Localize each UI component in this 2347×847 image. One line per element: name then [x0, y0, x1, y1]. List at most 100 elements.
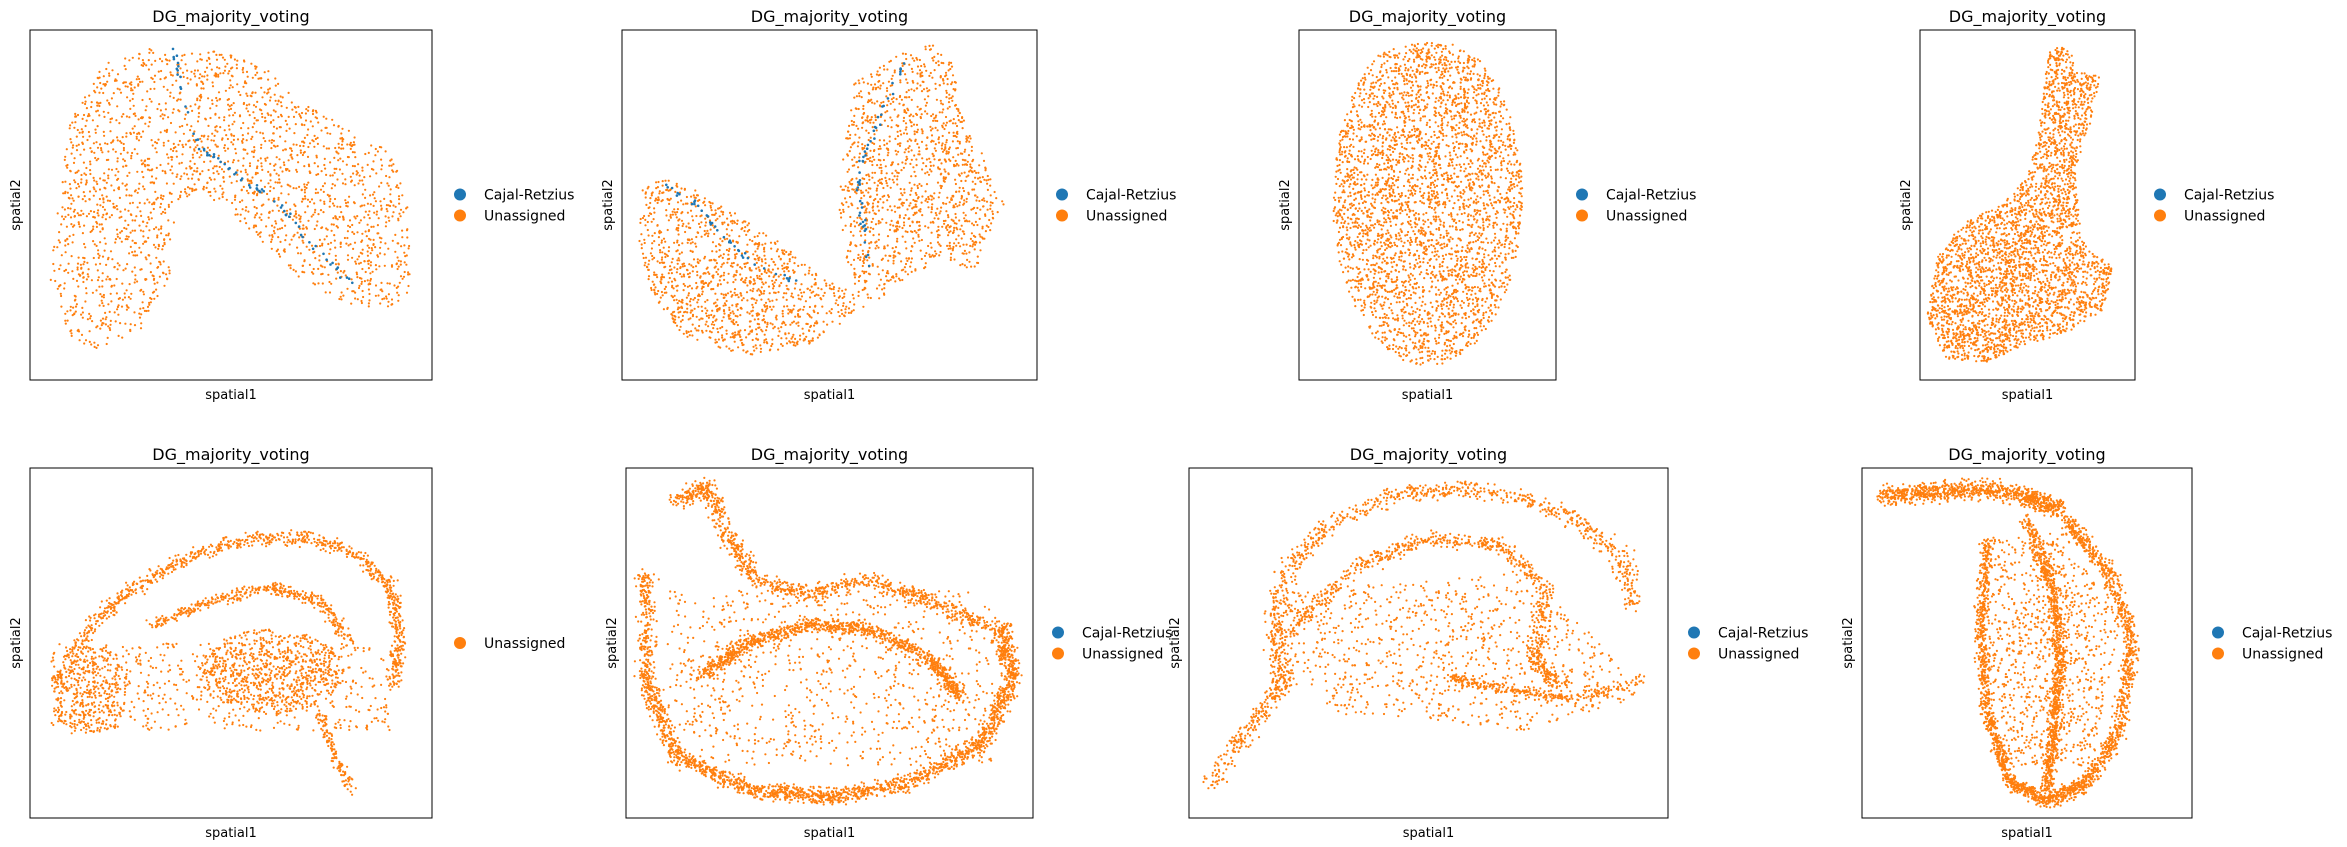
data-point	[353, 216, 355, 218]
data-point	[312, 125, 314, 127]
data-point	[932, 59, 934, 61]
data-point	[291, 101, 293, 103]
data-point	[342, 147, 344, 149]
data-point	[733, 274, 735, 276]
data-point	[61, 215, 63, 217]
data-point	[1510, 178, 1512, 180]
data-point	[648, 206, 650, 208]
data-point	[75, 187, 77, 189]
data-point	[734, 334, 736, 336]
data-point	[337, 272, 339, 274]
data-point	[953, 229, 955, 231]
data-point	[165, 273, 167, 275]
data-point	[756, 333, 758, 335]
data-point	[899, 96, 901, 98]
data-point	[861, 183, 863, 185]
data-point	[207, 52, 209, 54]
data-point	[774, 242, 776, 244]
data-point	[90, 343, 92, 345]
data-point	[673, 311, 675, 313]
data-point	[122, 299, 124, 301]
data-point	[974, 265, 976, 267]
data-point	[715, 271, 717, 273]
data-point	[1481, 184, 1483, 186]
data-point	[707, 325, 709, 327]
data-point	[938, 196, 940, 198]
data-point	[256, 212, 258, 214]
data-point	[186, 124, 188, 126]
data-point	[812, 340, 814, 342]
data-point	[386, 204, 388, 206]
data-point	[761, 319, 763, 321]
data-point	[879, 139, 881, 141]
data-point	[54, 280, 56, 282]
data-point	[908, 89, 910, 91]
data-point	[256, 193, 258, 195]
data-point	[928, 158, 930, 160]
data-point	[234, 199, 236, 201]
data-point	[811, 274, 813, 276]
data-point	[968, 261, 970, 263]
data-point	[214, 144, 216, 146]
data-point	[725, 345, 727, 347]
data-point	[323, 145, 325, 147]
data-point	[874, 172, 876, 174]
data-point	[314, 257, 316, 259]
data-point	[385, 295, 387, 297]
data-point	[705, 312, 707, 314]
data-point	[675, 228, 677, 230]
data-point	[683, 283, 685, 285]
data-point	[73, 200, 75, 202]
data-point	[917, 65, 919, 67]
data-point	[242, 165, 244, 167]
data-point	[710, 259, 712, 261]
data-point	[80, 264, 82, 266]
data-point	[978, 164, 980, 166]
data-point	[265, 160, 267, 162]
data-point	[126, 309, 128, 311]
data-point	[813, 310, 815, 312]
data-point	[985, 179, 987, 181]
data-point	[127, 224, 129, 226]
data-point	[955, 238, 957, 240]
data-point	[80, 182, 82, 184]
data-point	[72, 147, 74, 149]
data-point	[138, 53, 140, 55]
scatter-panel: DG_majority_votingspatial1spatial2 Cajal-…	[1278, 7, 1696, 403]
data-point	[300, 152, 302, 154]
data-point	[694, 297, 696, 299]
data-point	[695, 246, 697, 248]
data-point	[952, 220, 954, 222]
data-point	[875, 223, 877, 225]
data-point	[875, 213, 877, 215]
data-point	[739, 314, 741, 316]
data-point	[915, 194, 917, 196]
data-point	[392, 204, 394, 206]
data-point	[937, 218, 939, 220]
data-point	[249, 114, 251, 116]
data-point	[847, 171, 849, 173]
data-point	[919, 84, 921, 86]
data-point	[147, 306, 149, 308]
data-point	[100, 88, 102, 90]
data-point	[235, 208, 237, 210]
data-point	[69, 309, 71, 311]
data-point	[872, 207, 874, 209]
data-point	[891, 209, 893, 211]
data-point	[301, 236, 304, 239]
data-point	[753, 350, 755, 352]
data-point	[976, 224, 978, 226]
data-point	[949, 245, 951, 247]
data-point	[885, 255, 887, 257]
data-point	[144, 159, 146, 161]
data-point	[255, 131, 257, 133]
data-point	[254, 191, 256, 193]
data-point	[831, 321, 833, 323]
data-point	[853, 268, 855, 270]
data-point	[949, 242, 951, 244]
data-point	[911, 125, 913, 127]
data-point	[331, 187, 333, 189]
data-point	[971, 150, 973, 152]
data-point	[888, 178, 890, 180]
data-point	[274, 146, 276, 148]
